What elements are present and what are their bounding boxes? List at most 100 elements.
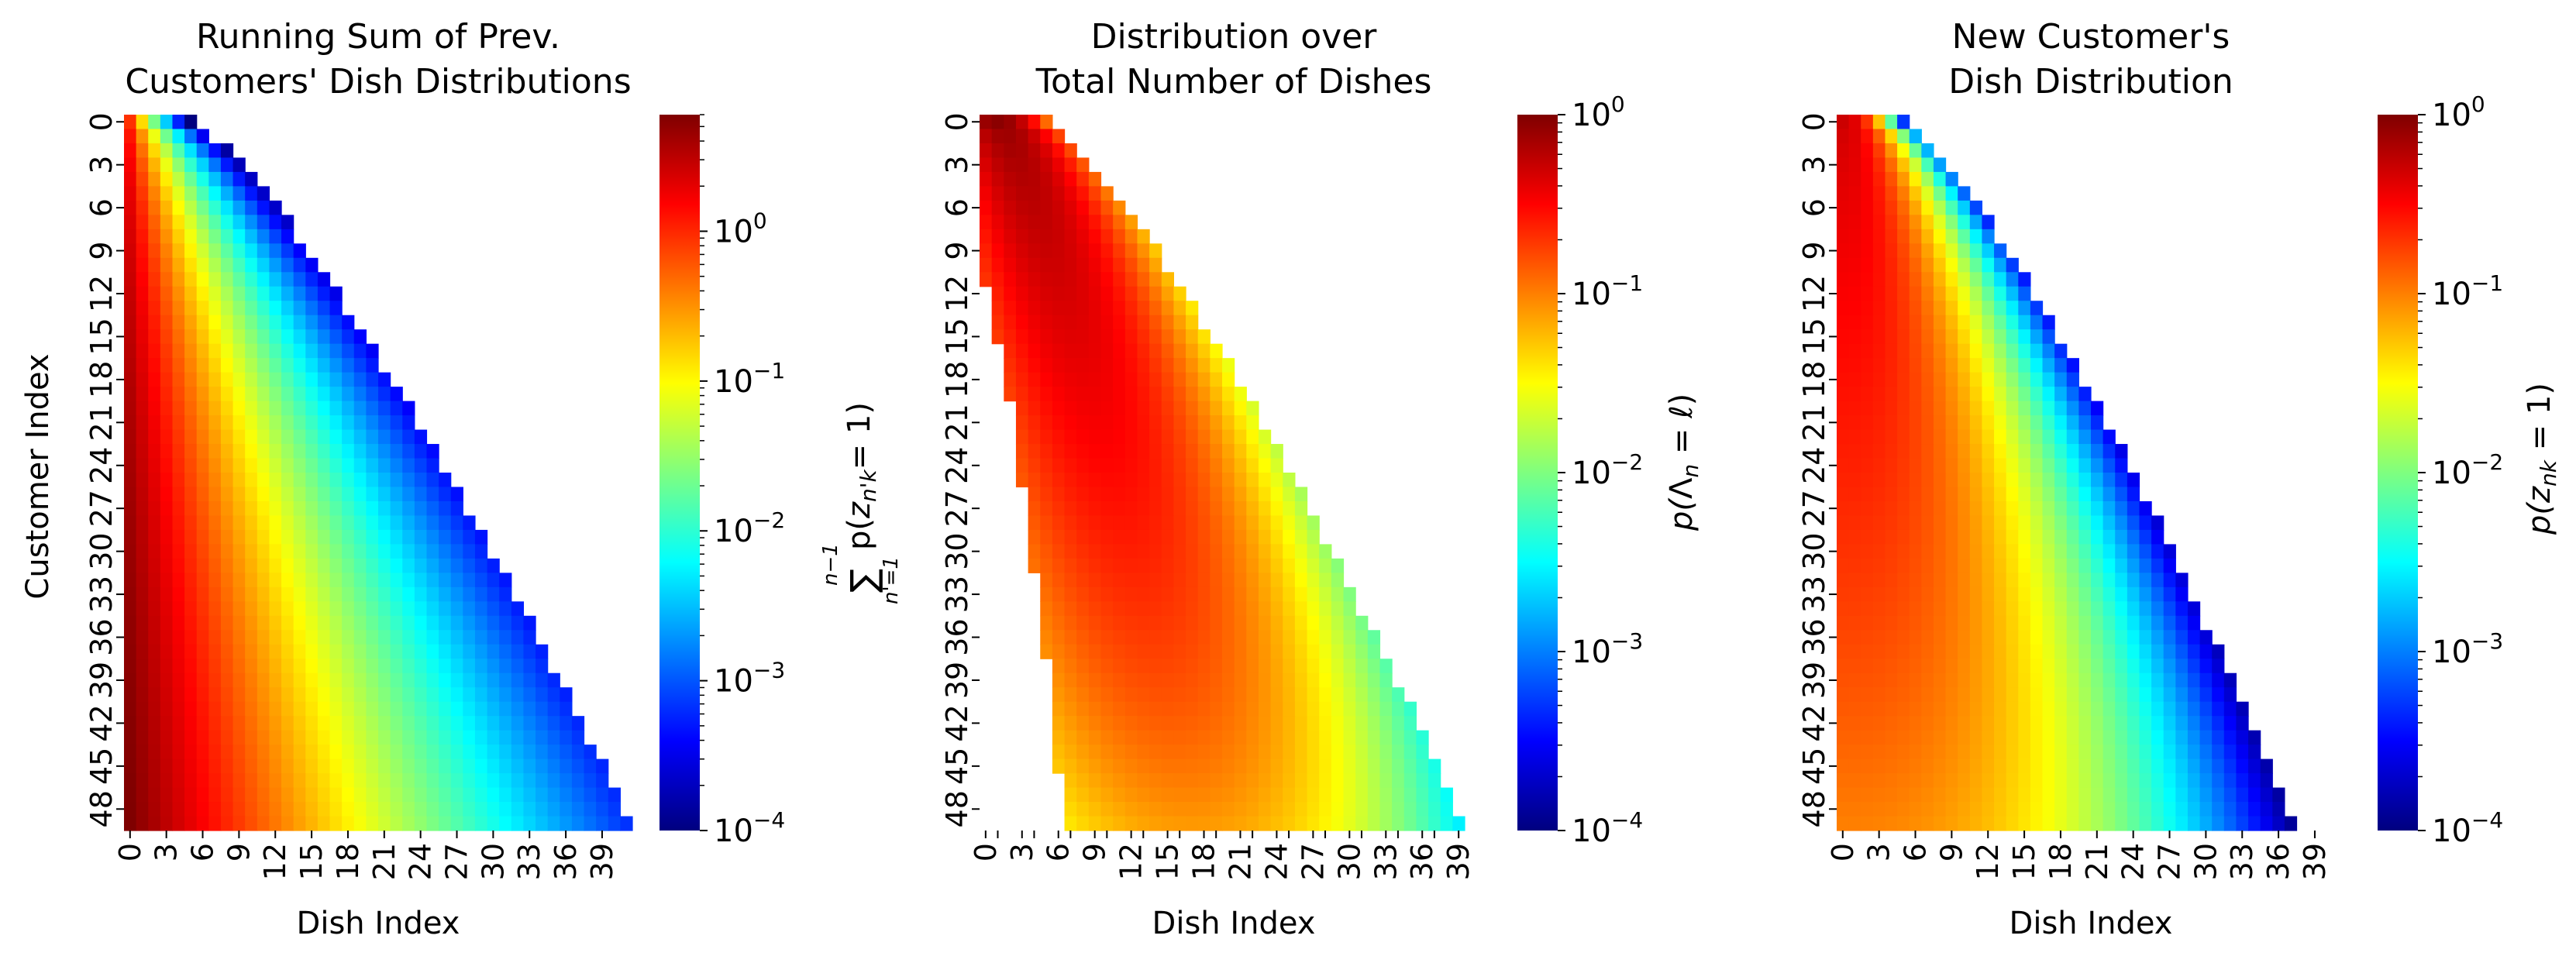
heatmap-cell — [2151, 601, 2164, 617]
heatmap-cell — [136, 701, 149, 717]
heatmap-cell — [2006, 329, 2019, 345]
heatmap-cell — [2042, 358, 2055, 373]
heatmap-cell — [1173, 558, 1186, 573]
heatmap-cell — [196, 343, 209, 359]
heatmap-cell — [269, 758, 282, 774]
heatmap-cell — [172, 343, 185, 359]
heatmap-cell — [1186, 573, 1199, 588]
heatmap-cell — [1982, 816, 1995, 831]
heatmap-cell — [1294, 601, 1308, 617]
heatmap-cell — [1416, 773, 1429, 789]
heatmap-cell — [1137, 558, 1150, 573]
heatmap-cell — [1064, 745, 1077, 760]
heatmap-cell — [124, 358, 137, 373]
heatmap-cell — [1945, 601, 1958, 617]
heatmap-cell — [1210, 415, 1223, 431]
heatmap-cell — [1909, 272, 1922, 287]
heatmap-cell — [2091, 672, 2104, 688]
heatmap-cell — [980, 143, 993, 159]
heatmap-cell — [1861, 186, 1874, 201]
heatmap-cell — [232, 487, 246, 502]
heatmap-cell — [1113, 558, 1126, 573]
heatmap-cell — [402, 716, 415, 731]
heatmap-cell — [1958, 500, 1971, 517]
heatmap-cell — [1969, 286, 1983, 301]
heatmap-cell — [536, 730, 549, 745]
heatmap-cell — [1933, 401, 1947, 416]
heatmap-cell — [1149, 816, 1162, 831]
heatmap-cell — [1885, 143, 1898, 159]
heatmap-cell — [305, 429, 319, 445]
heatmap-cell — [269, 816, 282, 831]
heatmap-cell — [450, 787, 463, 803]
colorbar-1-label-p: p( — [842, 518, 877, 550]
heatmap-cell — [1064, 500, 1077, 517]
heatmap-cell — [1872, 257, 1886, 273]
heatmap-cell — [160, 343, 174, 359]
heatmap-cell — [305, 615, 319, 631]
heatmap-cell — [1186, 544, 1199, 559]
heatmap-cell — [353, 401, 367, 416]
heatmap-cell — [1283, 615, 1296, 631]
heatmap-cell — [463, 816, 476, 831]
heatmap-cell — [463, 716, 476, 731]
heatmap-cell — [1837, 773, 1850, 789]
heatmap-cell — [1234, 529, 1247, 545]
heatmap-cell — [426, 573, 439, 588]
heatmap-cell — [2127, 802, 2140, 817]
heatmap-cell — [2127, 758, 2140, 774]
heatmap-cell — [1861, 473, 1874, 488]
heatmap-cell — [148, 171, 161, 187]
heatmap-cell — [1113, 200, 1126, 215]
heatmap-cell — [1933, 745, 1947, 760]
heatmap-cell — [1076, 329, 1090, 345]
heatmap-cell — [281, 544, 294, 559]
heatmap-cell — [1186, 659, 1199, 674]
heatmap-cell — [342, 401, 355, 416]
heatmap-cell — [450, 730, 463, 745]
heatmap-cell — [1994, 387, 2007, 402]
heatmap-cell — [172, 573, 185, 588]
heatmap-cell — [124, 745, 137, 760]
heatmap-cell — [560, 787, 573, 803]
heatmap-cell — [1052, 687, 1066, 703]
heatmap-cell — [342, 329, 355, 345]
heatmap-cell — [2151, 544, 2164, 559]
heatmap-cell — [1921, 544, 1934, 559]
heatmap-cell — [232, 444, 246, 459]
heatmap-cell — [2115, 601, 2128, 617]
heatmap-cell — [172, 171, 185, 187]
heatmap-cell — [1355, 615, 1369, 631]
heatmap-cell — [390, 429, 403, 445]
heatmap-cell — [1958, 630, 1971, 645]
heatmap-cell — [1319, 672, 1332, 688]
heatmap-cell — [2115, 558, 2128, 573]
heatmap-cell — [2151, 529, 2164, 545]
heatmap-cell — [1872, 529, 1886, 545]
heatmap-cell — [1028, 529, 1041, 545]
heatmap-cell — [1088, 730, 1102, 745]
heatmap-cell — [329, 701, 343, 717]
heatmap-cell — [1028, 257, 1041, 273]
heatmap-cell — [124, 115, 137, 130]
heatmap-cell — [1149, 802, 1162, 817]
heatmap-cell — [1872, 243, 1886, 259]
heatmap-cell — [245, 171, 258, 187]
heatmap-cell — [1064, 415, 1077, 431]
heatmap-cell — [1210, 615, 1223, 631]
heatmap-cell — [305, 544, 319, 559]
heatmap-cell — [281, 573, 294, 588]
heatmap-cell — [1909, 415, 1922, 431]
heatmap-cell — [1885, 286, 1898, 301]
heatmap-cell — [305, 816, 319, 831]
heatmap-cell — [2006, 701, 2019, 717]
heatmap-cell — [2018, 515, 2031, 531]
heatmap-cell — [220, 171, 234, 187]
heatmap-cell — [2078, 630, 2092, 645]
heatmap-cell — [1113, 272, 1126, 287]
heatmap-cell — [1234, 500, 1247, 517]
heatmap-cell — [2187, 758, 2201, 774]
heatmap-cell — [2236, 745, 2249, 760]
heatmap-cell — [1258, 429, 1272, 445]
heatmap-cell — [329, 487, 343, 502]
